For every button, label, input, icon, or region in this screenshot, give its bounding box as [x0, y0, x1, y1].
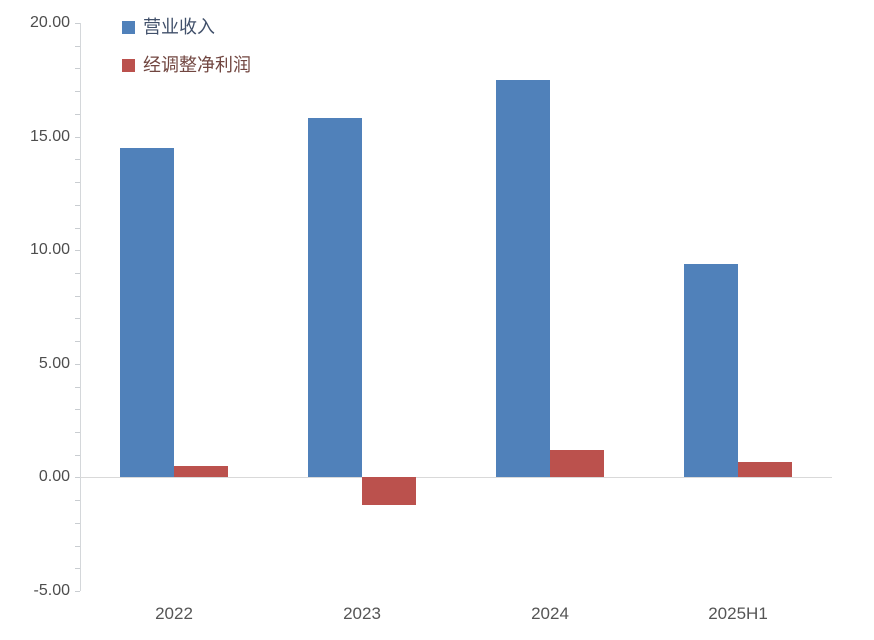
y-axis-tick: [75, 91, 80, 93]
y-tick-label: 0.00: [38, 468, 70, 486]
x-axis-label-2025H1: 2025H1: [708, 604, 768, 623]
legend-label-adjusted-net-profit: 经调整净利润: [143, 55, 251, 75]
y-axis-tick: [75, 363, 80, 365]
y-axis-tick: [75, 250, 80, 252]
y-axis-tick: [75, 500, 80, 502]
bar-revenue-2025H1: [684, 263, 738, 478]
y-axis-tick: [75, 545, 80, 547]
y-axis-tick: [75, 568, 80, 570]
y-axis-tick: [75, 227, 80, 229]
y-tick-label: 5.00: [38, 354, 70, 372]
y-axis-tick: [75, 409, 80, 411]
y-tick-label: -5.00: [33, 582, 70, 599]
y-axis-tick: [75, 113, 80, 115]
y-tick-label: 15.00: [29, 127, 70, 145]
y-axis-tick: [75, 204, 80, 206]
bar-adjusted-net-profit-2023: [362, 477, 416, 505]
y-axis-tick: [75, 477, 80, 479]
x-axis-label-2024: 2024: [531, 604, 569, 623]
zero-gridline: [80, 477, 832, 479]
y-axis-tick: [75, 23, 80, 24]
legend-swatch-revenue-icon: [122, 20, 135, 34]
y-axis-line: [80, 23, 81, 591]
legend-item-revenue: 营业收入: [122, 15, 251, 39]
x-axis-label-2022: 2022: [155, 604, 193, 623]
legend-label-revenue: 营业收入: [143, 17, 215, 37]
bar-adjusted-net-profit-2025H1: [738, 461, 792, 478]
y-axis-tick: [75, 318, 80, 320]
bar-adjusted-net-profit-2022: [174, 466, 228, 478]
y-axis-tick: [75, 386, 80, 388]
bar-revenue-2022: [120, 148, 174, 478]
y-axis-tick: [75, 136, 80, 138]
legend-item-adjusted-net-profit: 经调整净利润: [122, 53, 251, 77]
legend-swatch-adjusted-net-profit-icon: [122, 58, 135, 72]
y-axis-tick: [75, 522, 80, 524]
y-axis-tick: [75, 272, 80, 274]
y-axis-tick: [75, 159, 80, 161]
y-axis-tick: [75, 591, 80, 592]
y-axis-tick: [75, 454, 80, 456]
y-axis-tick: [75, 341, 80, 343]
y-axis-tick: [75, 45, 80, 47]
chart-legend: 营业收入 经调整净利润: [122, 15, 251, 91]
y-tick-label: 10.00: [29, 241, 70, 259]
y-tick-label: 20.00: [29, 14, 70, 31]
bar-revenue-2023: [308, 118, 362, 478]
y-axis-tick: [75, 182, 80, 183]
y-axis-tick: [75, 68, 80, 70]
bar-revenue-2024: [496, 79, 550, 478]
x-axis-label-2023: 2023: [343, 604, 381, 623]
y-axis-tick: [75, 432, 80, 433]
bar-adjusted-net-profit-2024: [550, 450, 604, 478]
y-axis-tick: [75, 295, 80, 297]
